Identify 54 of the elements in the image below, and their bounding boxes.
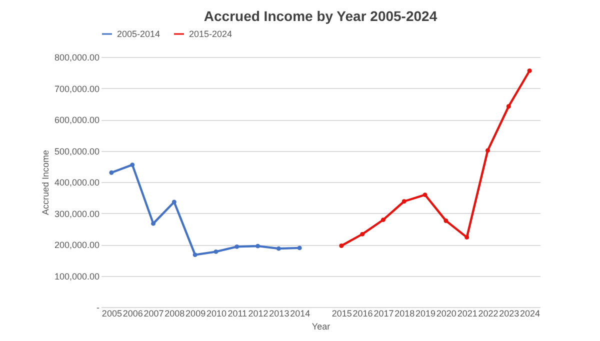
point — [234, 244, 240, 249]
point — [192, 252, 198, 258]
x-tick-label: 2010 — [206, 308, 226, 318]
point — [172, 200, 176, 204]
point — [151, 221, 156, 226]
x-axis-title: Year — [312, 322, 330, 332]
x-tick-label: 2009 — [186, 308, 206, 318]
point — [360, 232, 365, 236]
y-tick-label: 100,000.00 — [54, 271, 100, 282]
point — [256, 244, 260, 248]
x-tick-label: 2020 — [436, 308, 456, 318]
y-tick-label: 800,000.00 — [54, 52, 100, 62]
legend-label: 2015-2024 — [189, 29, 232, 39]
point — [444, 218, 448, 223]
x-tick-label: 2024 — [520, 308, 540, 318]
x-tick-label: 2017 — [374, 308, 394, 318]
x-tick-label: 2007 — [144, 308, 164, 318]
x-tick-label: 2011 — [228, 308, 248, 318]
point — [402, 199, 406, 204]
y-tick-label: 700,000.00 — [54, 84, 100, 94]
x-tick-label: 2023 — [499, 308, 520, 318]
legend-label: 2005-2014 — [117, 29, 160, 39]
point — [339, 244, 344, 248]
y-axis-title: Accrued Income — [40, 150, 50, 216]
x-tick-label: 2019 — [416, 308, 436, 318]
y-tick-label: 500,000.00 — [54, 146, 100, 156]
point — [380, 218, 386, 222]
x-tick-label: 2015 — [332, 308, 352, 318]
y-tick-label: 300,000.00 — [54, 208, 100, 219]
point — [214, 249, 218, 254]
y-tick-label: 200,000.00 — [54, 240, 100, 250]
x-tick-label: 2018 — [394, 308, 415, 318]
x-tick-label: 2022 — [478, 308, 498, 318]
x-tick-label: 2014 — [290, 308, 310, 318]
point — [506, 104, 511, 109]
point — [276, 246, 281, 251]
point — [130, 162, 135, 168]
y-tick-label: 400,000.00 — [54, 178, 100, 188]
point — [422, 192, 428, 198]
point — [527, 68, 532, 73]
x-tick-label: 2005 — [102, 308, 122, 318]
x-tick-label: 2021 — [457, 308, 478, 318]
x-tick-label: 2006 — [122, 308, 143, 318]
chart-title: Accrued Income by Year 2005-2024 — [204, 8, 438, 24]
point — [109, 170, 114, 175]
x-tick-label: 2016 — [352, 308, 373, 318]
x-tick-label: 2008 — [164, 308, 185, 318]
point — [464, 235, 470, 240]
point — [297, 246, 302, 250]
point — [486, 148, 490, 153]
y-tick-label: - — [96, 302, 100, 312]
x-tick-label: 2013 — [269, 308, 290, 318]
y-tick-label: 600,000.00 — [54, 115, 100, 125]
x-tick-label: 2012 — [248, 308, 268, 318]
